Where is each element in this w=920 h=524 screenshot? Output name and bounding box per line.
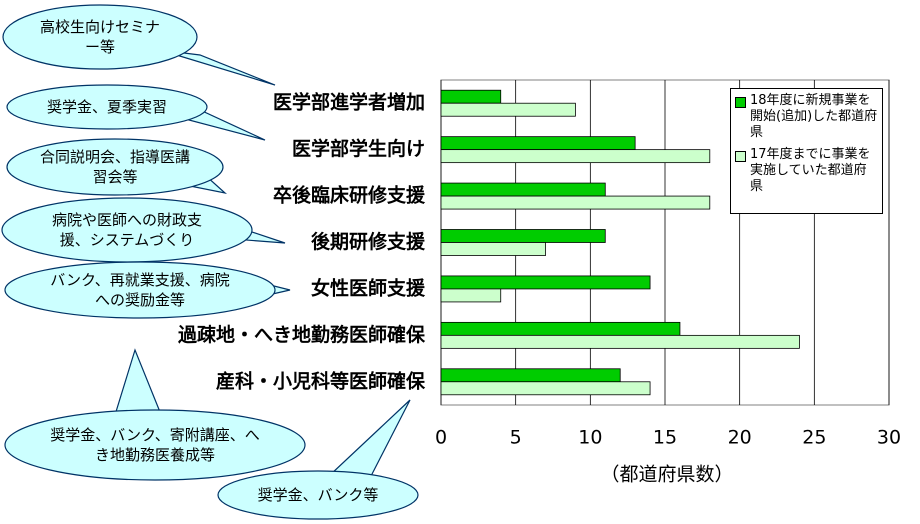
- x-axis-label: （都道府県数）: [600, 464, 733, 486]
- balloon: [4, 261, 276, 319]
- legend: 18年度に新規事業を開始(追加)した都道府県 17年度までに事業を実施していた都道…: [730, 88, 883, 214]
- balloon: [4, 409, 306, 481]
- annotation: 病院や医師への財政支援、システムづくり: [51, 211, 202, 249]
- y-tick-label: 卒後臨床研修支援: [273, 184, 426, 207]
- bar: [440, 334, 800, 349]
- bar: [440, 136, 636, 151]
- legend-swatch: [735, 97, 746, 108]
- bar: [440, 288, 502, 303]
- annotation: 高校生向けセミナー等: [40, 18, 161, 56]
- legend-label: 18年度に新規事業を開始(追加)した都道府県: [750, 93, 878, 140]
- bar: [440, 275, 651, 290]
- legend-swatch: [735, 151, 746, 162]
- bar: [440, 102, 576, 117]
- annotation: 奨学金、バンク、寄附講座、へき地勤務医養成等: [50, 426, 260, 464]
- x-tick-label: 0: [435, 427, 447, 449]
- y-tick-label: 産科・小児科等医師確保: [216, 369, 426, 392]
- bar: [440, 242, 546, 256]
- bar: [440, 381, 651, 396]
- balloon: [2, 4, 198, 70]
- legend-label: 17年度までに事業を実施していた都道府県: [750, 147, 871, 194]
- annotation: 合同説明会、指導医講習会等: [39, 148, 190, 186]
- x-tick-label: 5: [510, 427, 522, 449]
- annotation: 奨学金、バンク等: [257, 486, 379, 504]
- bar: [440, 195, 711, 210]
- y-tick-label: 医学部進学者増加: [273, 91, 425, 114]
- bar: [440, 368, 621, 383]
- balloon-tail: [328, 399, 411, 479]
- x-tick-label: 10: [578, 427, 602, 449]
- balloon: [6, 138, 224, 196]
- x-tick-label: 30: [877, 427, 901, 449]
- x-tick-label: 25: [802, 427, 826, 449]
- balloon-tail: [114, 348, 161, 416]
- y-tick-label: 女性医師支援: [311, 276, 426, 299]
- balloons: [1, 4, 419, 520]
- y-tick-label: 後期研修支援: [311, 230, 426, 253]
- x-tick-label: 20: [728, 427, 752, 449]
- bar: [440, 182, 606, 197]
- bar: [440, 89, 502, 104]
- bar: [440, 149, 711, 164]
- annotation: 奨学金、夏季実習: [46, 98, 167, 116]
- x-tick-label: 15: [653, 427, 677, 449]
- balloon: [217, 470, 419, 520]
- legend-item: 18年度に新規事業を開始(追加)した都道府県: [735, 93, 878, 141]
- balloon: [6, 84, 208, 130]
- bar: [440, 229, 606, 243]
- annotation: バンク、再就業支援、病院への奨励金等: [50, 271, 230, 309]
- y-tick-label: 過疎地・へき地勤務医師確保: [178, 323, 426, 346]
- legend-item: 17年度までに事業を実施していた都道府県: [735, 147, 878, 195]
- y-tick-label: 医学部学生向け: [292, 137, 425, 160]
- bar: [440, 321, 681, 336]
